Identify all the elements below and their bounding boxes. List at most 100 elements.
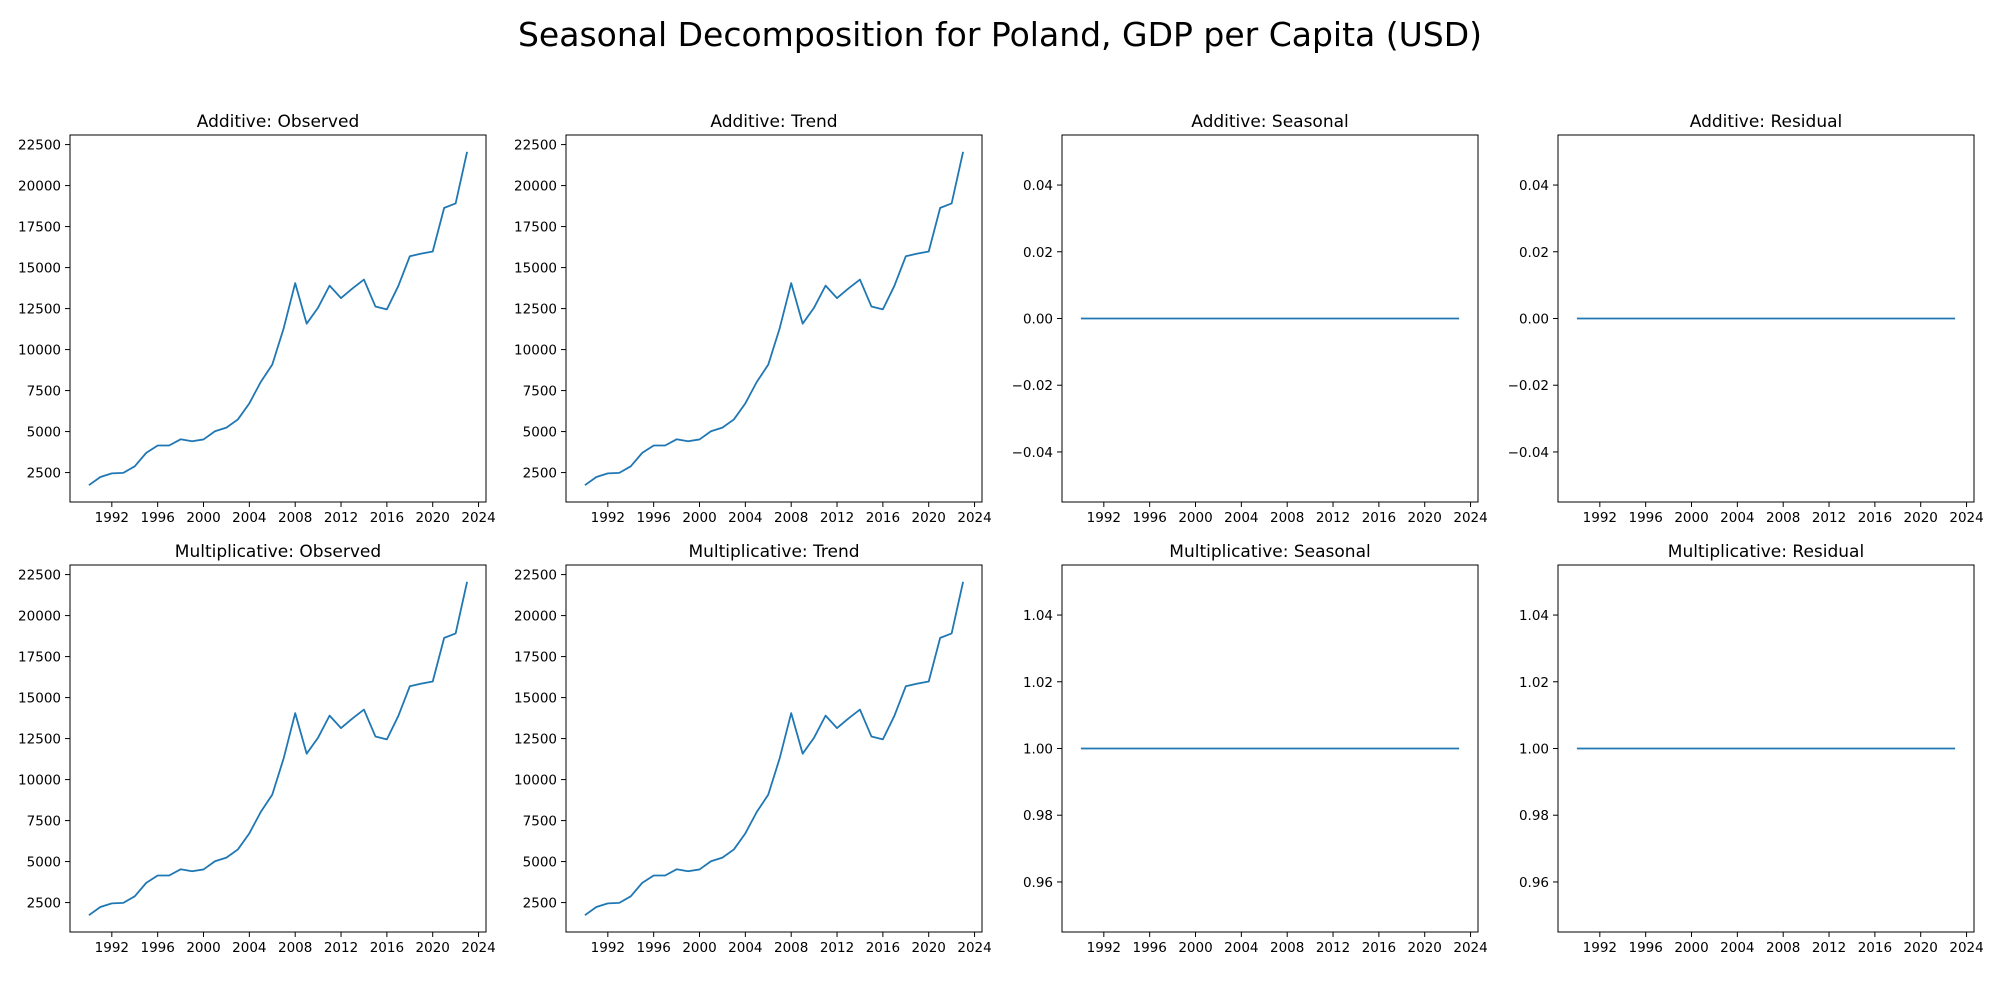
x-tick-label: 2016 <box>1362 510 1396 526</box>
axes-frame <box>69 564 487 933</box>
x-tick-label: 1996 <box>140 940 174 956</box>
y-tick-label: 0.98 <box>1519 808 1549 824</box>
series-line <box>88 151 468 486</box>
y-tick-label: 5000 <box>523 425 557 441</box>
y-tick-label: 5000 <box>523 855 557 871</box>
y-tick-label: 20000 <box>18 609 61 625</box>
x-tick-label: 2000 <box>1178 510 1212 526</box>
x-tick-label: 2024 <box>957 510 991 526</box>
y-tick-label: 0.00 <box>1023 312 1053 328</box>
y-tick-label: 22500 <box>18 138 61 154</box>
y-tick-label: 12500 <box>18 732 61 748</box>
panel-title: Additive: Seasonal <box>1191 112 1349 132</box>
y-tick-label: 7500 <box>523 814 557 830</box>
y-tick-label: 0.02 <box>1519 245 1549 261</box>
axes-frame <box>69 134 487 503</box>
y-tick-label: 20000 <box>18 179 61 195</box>
series-line <box>584 581 964 916</box>
x-tick-label: 2016 <box>370 510 404 526</box>
x-tick-label: 2008 <box>1766 940 1800 956</box>
x-tick-label: 2008 <box>774 940 808 956</box>
x-tick-label: 2004 <box>232 940 266 956</box>
x-tick-label: 2008 <box>774 510 808 526</box>
x-tick-label: 2012 <box>324 510 358 526</box>
axes-frame <box>565 134 983 503</box>
y-tick-label: 22500 <box>514 568 557 584</box>
y-tick-label: −0.04 <box>1012 445 1053 461</box>
y-tick-label: 5000 <box>27 855 61 871</box>
panel-title: Additive: Residual <box>1690 112 1842 132</box>
y-tick-label: 0.04 <box>1023 178 1053 194</box>
y-tick-label: 7500 <box>27 814 61 830</box>
y-tick-label: 15000 <box>514 261 557 277</box>
x-tick-label: 2012 <box>820 940 854 956</box>
x-tick-label: 1992 <box>591 510 625 526</box>
x-tick-label: 2024 <box>957 940 991 956</box>
x-tick-label: 2024 <box>1949 940 1983 956</box>
y-tick-label: 0.98 <box>1023 808 1053 824</box>
y-tick-label: 20000 <box>514 609 557 625</box>
x-tick-label: 2024 <box>1949 510 1983 526</box>
panel-multiplicative-seasonal: Multiplicative: Seasonal 1992 1996 2000 2004… <box>1023 542 1488 956</box>
figure-title: Seasonal Decomposition for Poland, GDP p… <box>518 15 1482 54</box>
x-tick-label: 2012 <box>1316 510 1350 526</box>
y-tick-label: 15000 <box>18 691 61 707</box>
x-tick-label: 2000 <box>682 510 716 526</box>
x-tick-label: 2008 <box>1270 940 1304 956</box>
x-tick-label: 1992 <box>95 510 129 526</box>
y-tick-label: 1.02 <box>1519 675 1549 691</box>
x-tick-label: 1996 <box>1132 940 1166 956</box>
y-tick-label: 0.96 <box>1023 875 1053 891</box>
x-tick-label: 1996 <box>1628 940 1662 956</box>
x-tick-label: 2020 <box>1904 940 1938 956</box>
x-tick-label: 2004 <box>232 510 266 526</box>
x-tick-label: 2004 <box>728 510 762 526</box>
x-tick-label: 2020 <box>912 940 946 956</box>
y-tick-label: 12500 <box>18 302 61 318</box>
x-tick-label: 2020 <box>1408 940 1442 956</box>
y-tick-label: 2500 <box>27 466 61 482</box>
y-tick-label: 1.02 <box>1023 675 1053 691</box>
x-tick-label: 2000 <box>1178 940 1212 956</box>
y-tick-label: 10000 <box>18 343 61 359</box>
panel-multiplicative-trend: Multiplicative: Trend 1992 1996 2000 2004 200… <box>514 542 992 956</box>
x-tick-label: 1992 <box>1583 940 1617 956</box>
y-tick-label: 17500 <box>18 650 61 666</box>
x-tick-label: 2008 <box>1270 510 1304 526</box>
x-tick-label: 2000 <box>186 940 220 956</box>
x-tick-label: 2004 <box>1224 940 1258 956</box>
y-tick-label: 15000 <box>514 691 557 707</box>
y-tick-label: 17500 <box>514 650 557 666</box>
x-tick-label: 2004 <box>1224 510 1258 526</box>
x-tick-label: 2020 <box>416 510 450 526</box>
panel-grid: Additive: Observed 1992 1996 2000 2004 2008 20… <box>18 112 1984 956</box>
x-tick-label: 1992 <box>591 940 625 956</box>
x-tick-label: 2000 <box>186 510 220 526</box>
y-tick-label: 17500 <box>514 220 557 236</box>
x-tick-label: 2016 <box>1858 940 1892 956</box>
panel-title: Multiplicative: Residual <box>1668 542 1864 562</box>
y-tick-label: 7500 <box>27 384 61 400</box>
y-tick-label: 0.00 <box>1519 312 1549 328</box>
x-tick-label: 1996 <box>636 510 670 526</box>
x-tick-label: 2012 <box>324 940 358 956</box>
x-tick-label: 2012 <box>1812 510 1846 526</box>
x-tick-label: 1996 <box>1132 510 1166 526</box>
series-line <box>88 581 468 916</box>
x-tick-label: 2024 <box>1453 510 1487 526</box>
x-tick-label: 2008 <box>1766 510 1800 526</box>
x-tick-label: 2016 <box>1362 940 1396 956</box>
panel-title: Multiplicative: Seasonal <box>1169 542 1370 562</box>
y-tick-label: 15000 <box>18 261 61 277</box>
x-tick-label: 1992 <box>1583 510 1617 526</box>
panel-additive-trend: Additive: Trend 1992 1996 2000 2004 2008 2012 2… <box>514 112 992 526</box>
y-tick-label: 2500 <box>523 466 557 482</box>
series-line <box>584 151 964 486</box>
panel-multiplicative-residual: Multiplicative: Residual 1992 1996 2000 2004… <box>1519 542 1984 956</box>
panel-additive-observed: Additive: Observed 1992 1996 2000 2004 2008 20… <box>18 112 496 526</box>
y-tick-label: 10000 <box>514 773 557 789</box>
x-tick-label: 2016 <box>370 940 404 956</box>
x-tick-label: 2024 <box>1453 940 1487 956</box>
